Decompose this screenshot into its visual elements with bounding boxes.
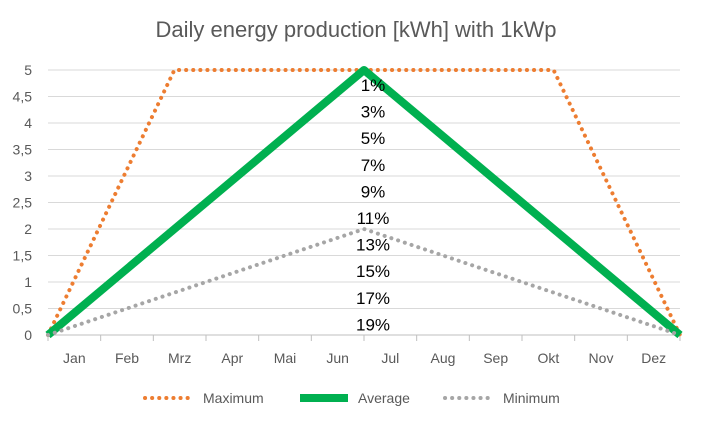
x-tick-label: Jul <box>381 350 399 366</box>
percent-annotation: 7% <box>361 156 386 175</box>
percent-annotation: 5% <box>361 129 386 148</box>
y-axis-tick-labels: 0 0,5 1 1,5 2 2,5 3 3,5 4 4,5 5 <box>13 62 33 343</box>
percent-annotation: 19% <box>356 315 390 334</box>
y-tick-label: 2 <box>24 221 32 237</box>
percent-annotation: 13% <box>356 236 390 255</box>
x-tick-label: Sep <box>483 350 508 366</box>
percent-annotation: 11% <box>357 209 390 228</box>
y-tick-label: 4 <box>24 115 32 131</box>
chart-title: Daily energy production [kWh] with 1kWp <box>155 17 556 42</box>
x-tick-label: Dez <box>641 350 666 366</box>
percent-annotations: 1% 3% 5% 7% 9% 11% 13% 15% 17% 19% <box>356 76 390 334</box>
x-tick-label: Nov <box>589 350 614 366</box>
y-tick-label: 3,5 <box>13 142 33 158</box>
x-tick-label: Apr <box>221 350 243 366</box>
legend-label-average: Average <box>358 390 410 406</box>
x-tick-label: Okt <box>537 350 559 366</box>
legend-label-maximum: Maximum <box>203 390 264 406</box>
percent-annotation: 17% <box>356 289 390 308</box>
legend-label-minimum: Minimum <box>503 390 560 406</box>
y-tick-label: 3 <box>24 168 32 184</box>
series-lines <box>45 66 683 339</box>
percent-annotation: 15% <box>356 262 390 281</box>
series-line-minimum <box>46 226 682 337</box>
legend: Maximum Average Minimum <box>143 390 560 406</box>
y-tick-label: 1,5 <box>13 248 33 264</box>
series-line-average <box>45 66 683 339</box>
y-tick-label: 0 <box>24 327 32 343</box>
gridlines <box>48 69 680 309</box>
y-tick-label: 0,5 <box>13 301 33 317</box>
percent-annotation: 1% <box>361 76 386 95</box>
x-tick-label: Feb <box>115 350 139 366</box>
x-tick-label: Mrz <box>168 350 191 366</box>
x-tick-label: Jun <box>326 350 349 366</box>
percent-annotation: 3% <box>361 103 386 122</box>
y-tick-label: 5 <box>24 62 32 78</box>
y-tick-label: 4,5 <box>13 89 33 105</box>
y-tick-label: 1 <box>24 274 32 290</box>
percent-annotation: 9% <box>361 182 386 201</box>
x-tick-label: Aug <box>431 350 456 366</box>
x-axis: Jan Feb Mrz Apr Mai Jun Jul Aug Sep Okt Nov Dez <box>47 334 681 366</box>
x-tick-label: Jan <box>63 350 86 366</box>
x-tick-label: Mai <box>274 350 297 366</box>
y-tick-label: 2,5 <box>13 195 33 211</box>
